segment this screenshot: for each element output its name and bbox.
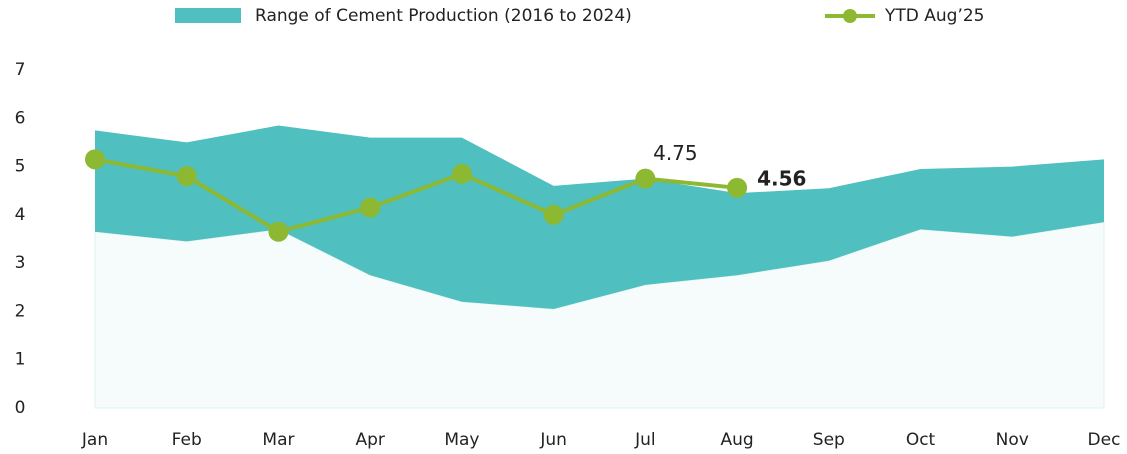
range-band bbox=[95, 125, 1104, 310]
y-tick-label: 2 bbox=[15, 301, 26, 321]
x-tick-label: Dec bbox=[1088, 430, 1121, 450]
y-tick-label: 0 bbox=[15, 398, 26, 418]
x-tick-label: Apr bbox=[355, 430, 384, 450]
y-tick-label: 4 bbox=[15, 205, 26, 225]
ytd-point bbox=[635, 168, 656, 189]
x-tick-label: Nov bbox=[996, 430, 1029, 450]
legend-swatch bbox=[175, 8, 241, 23]
y-tick-label: 6 bbox=[15, 108, 26, 128]
ytd-point bbox=[543, 204, 564, 225]
ytd-line bbox=[94, 157, 738, 234]
ytd-point bbox=[360, 197, 381, 218]
y-tick-label: 5 bbox=[15, 157, 26, 177]
ytd-point bbox=[176, 166, 197, 187]
x-tick-label: Jan bbox=[81, 430, 108, 450]
x-tick-label: Jun bbox=[539, 430, 567, 450]
ytd-point bbox=[451, 163, 472, 184]
y-tick-label: 7 bbox=[15, 60, 26, 80]
y-tick-label: 3 bbox=[15, 253, 26, 273]
x-tick-label: Sep bbox=[813, 430, 845, 450]
legend-marker bbox=[843, 9, 857, 23]
x-tick-label: Aug bbox=[720, 430, 753, 450]
y-tick-label: 1 bbox=[15, 350, 26, 370]
x-tick-label: Oct bbox=[906, 430, 936, 450]
x-tick-label: Mar bbox=[262, 430, 294, 450]
data-label: 4.75 bbox=[653, 141, 698, 165]
legend-label: Range of Cement Production (2016 to 2024… bbox=[255, 6, 632, 26]
x-tick-label: Feb bbox=[172, 430, 202, 450]
legend-label: YTD Aug’25 bbox=[884, 6, 985, 26]
ytd-point bbox=[268, 221, 289, 242]
data-label: 4.56 bbox=[757, 166, 806, 190]
x-tick-label: May bbox=[444, 430, 479, 450]
ytd-point bbox=[85, 149, 105, 170]
x-tick-label: Jul bbox=[634, 430, 656, 450]
ytd-point bbox=[727, 177, 748, 198]
